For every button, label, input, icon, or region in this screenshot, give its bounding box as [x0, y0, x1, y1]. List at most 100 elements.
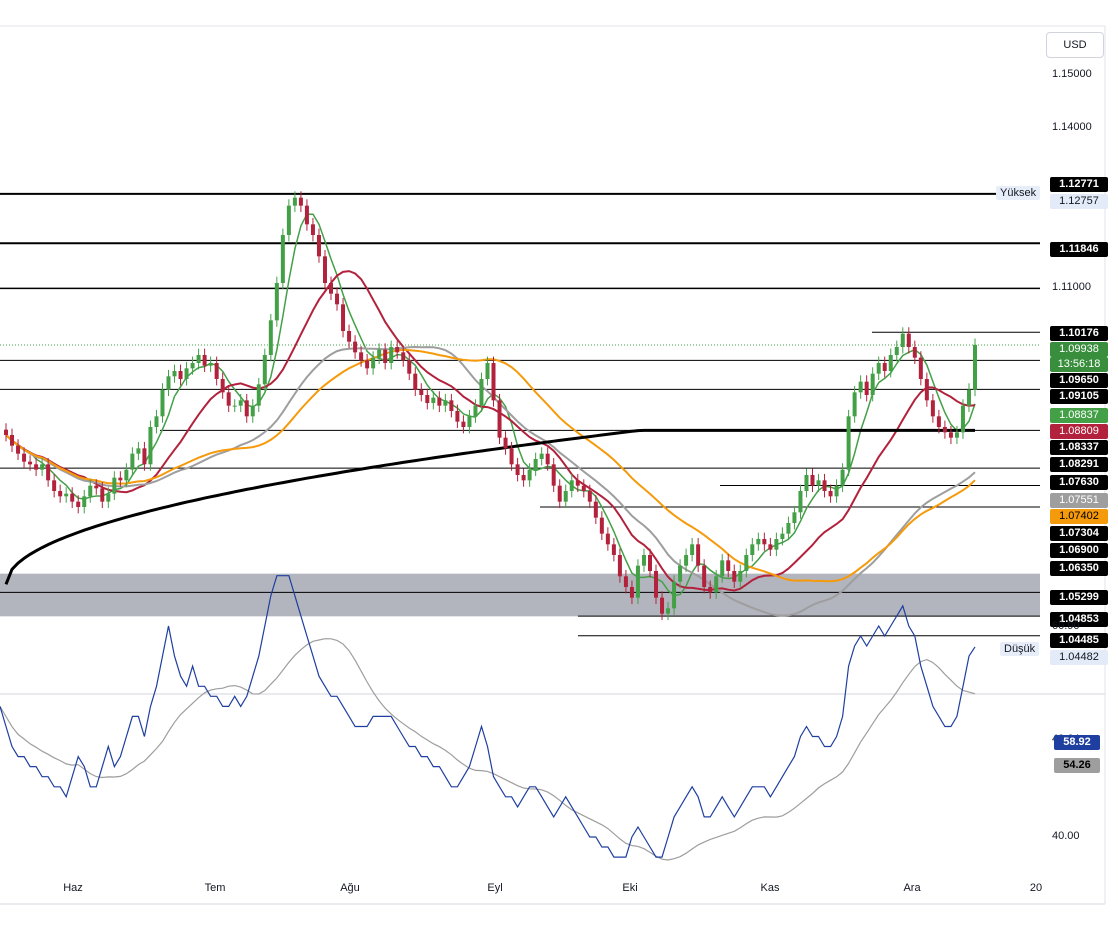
candle-body — [858, 381, 863, 393]
candle-body — [298, 197, 303, 206]
candle-body — [347, 330, 352, 342]
candle-body — [238, 400, 243, 406]
candle-body — [822, 480, 827, 491]
moving-averages — [4, 213, 976, 617]
candle-body — [88, 485, 93, 497]
candle-body — [401, 352, 406, 361]
price-label: 13:56:18 — [1050, 357, 1108, 372]
candle-body — [58, 490, 63, 497]
candle-body — [154, 416, 159, 427]
candle-body — [684, 554, 689, 566]
candle-body — [738, 570, 743, 582]
candle-body — [521, 474, 526, 481]
candle-body — [960, 405, 965, 433]
time-tick-label: Kas — [760, 882, 780, 894]
price-label: 1.04485 — [1050, 633, 1108, 648]
candle-body — [774, 538, 779, 550]
candle-body — [762, 538, 767, 545]
candle-body — [491, 362, 496, 401]
candle-body — [467, 416, 472, 427]
candle-body — [828, 490, 833, 497]
price-label: 1.09650 — [1050, 373, 1108, 388]
chart-frame — [0, 25, 1106, 905]
candle-body — [930, 400, 935, 417]
ma-line — [4, 428, 975, 585]
ma-line — [5, 348, 976, 583]
candle-body — [34, 464, 39, 470]
candle-body — [329, 282, 334, 294]
price-label: 1.08809 — [1050, 424, 1108, 439]
candle-body — [888, 354, 893, 371]
candle-body — [449, 400, 454, 411]
candle-body — [106, 493, 111, 502]
price-tick-label: 1.14000 — [1052, 121, 1092, 134]
candle-body — [431, 397, 436, 403]
candle-body — [660, 597, 665, 614]
candle-body — [690, 544, 695, 555]
currency-button[interactable]: USD — [1046, 32, 1104, 58]
price-label: 1.04482 — [1050, 650, 1108, 665]
candle-body — [533, 458, 538, 470]
candle-body — [587, 490, 592, 502]
time-tick-label: Eki — [622, 882, 638, 894]
candle-body — [647, 554, 652, 571]
candle-body — [509, 448, 514, 465]
candle-body — [371, 357, 376, 369]
candle-body — [280, 234, 285, 283]
candle-body — [365, 360, 370, 369]
candle-body — [214, 362, 219, 379]
price-label: 1.06900 — [1050, 543, 1108, 558]
candle-body — [840, 469, 845, 486]
candle-body — [22, 453, 27, 462]
candle-body — [852, 392, 857, 417]
candle-body — [768, 544, 773, 550]
candle-body — [316, 234, 321, 257]
candle-body — [250, 405, 255, 417]
candle-body — [870, 373, 875, 395]
rsi-signal-line — [0, 638, 976, 861]
candle-body — [593, 501, 598, 518]
price-label: 1.07630 — [1050, 475, 1108, 490]
price-label: 1.09938 — [1050, 342, 1108, 357]
candle-body — [666, 608, 671, 614]
candle-body — [654, 570, 659, 598]
candle-body — [443, 400, 448, 406]
candle-body — [894, 346, 899, 355]
candle-body — [744, 554, 749, 571]
candle-body — [798, 490, 803, 513]
rsi-tick-label: 60.90 — [1052, 619, 1080, 632]
candle-body — [756, 538, 761, 545]
candle-body — [226, 392, 231, 406]
candle-body — [726, 560, 731, 571]
candle-body — [702, 565, 707, 587]
price-label: 1.04853 — [1050, 612, 1108, 627]
low-tag: Düşük — [1000, 642, 1040, 656]
price-label: 1.12757 — [1050, 194, 1108, 209]
candle-body — [966, 389, 971, 406]
candle-body — [629, 586, 634, 598]
candle-body — [816, 480, 821, 486]
candle-body — [611, 544, 616, 555]
candle-body — [720, 560, 725, 577]
candle-body — [395, 346, 400, 353]
price-label: 1.08337 — [1050, 440, 1108, 455]
candle-body — [792, 512, 797, 523]
candle-body — [310, 224, 315, 235]
candle-body — [834, 485, 839, 497]
price-label: 1.08837 — [1050, 408, 1108, 423]
price-label: 1.11846 — [1050, 242, 1108, 257]
candle-body — [485, 362, 490, 379]
candle-body — [419, 389, 424, 395]
candle-body — [804, 474, 809, 491]
time-tick-label: Ara — [903, 882, 921, 894]
candle-body — [172, 370, 177, 377]
candle-body — [268, 320, 273, 355]
candle-body — [40, 464, 45, 470]
candle-body — [515, 464, 520, 475]
candle-body — [635, 565, 640, 598]
candle-body — [569, 480, 574, 491]
candle-body — [94, 485, 99, 489]
time-tick-label: Ağu — [340, 882, 360, 894]
candle-body — [64, 493, 69, 497]
